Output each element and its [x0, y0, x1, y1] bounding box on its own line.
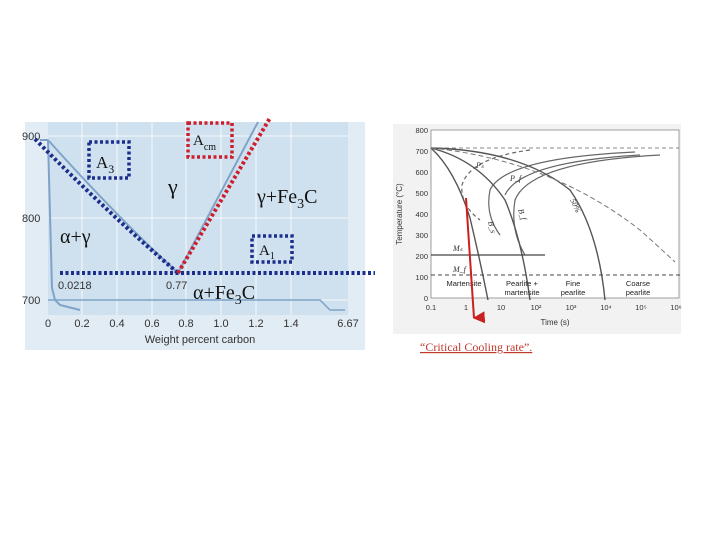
y-tick: 800	[415, 126, 428, 135]
x-axis-label: Weight percent carbon	[145, 334, 255, 346]
x-tick: 10⁵	[635, 303, 646, 312]
dashed-cooling-curve	[430, 147, 676, 263]
y-tick: 400	[415, 210, 428, 219]
annotation-0.77: 0.77	[166, 280, 187, 292]
martensite-label: Martensite	[446, 279, 481, 288]
cooling-curves	[430, 147, 606, 301]
x-tick: 1	[464, 303, 468, 312]
ttt-plot-area	[430, 129, 680, 299]
y-tick: 700	[415, 147, 428, 156]
x-tick: 0.2	[74, 318, 89, 330]
x-tick: 1.2	[248, 318, 263, 330]
annotation-0.0218: 0.0218	[58, 280, 92, 292]
ttt-x-axis-label: Time (s)	[540, 318, 569, 327]
y-tick: 300	[415, 231, 428, 240]
ttt-x-ticks: 0.1 1 10 10² 10³ 10⁴ 10⁵ 10⁶	[426, 303, 682, 312]
alpha-gamma-label: α+γ	[60, 226, 91, 248]
y-tick: 100	[415, 273, 428, 282]
eutectoid-line	[48, 299, 345, 311]
x-tick: 0	[45, 318, 51, 330]
x-tick: 0.6	[144, 318, 159, 330]
y-tick: 0	[424, 294, 428, 303]
x-tick: 0.4	[109, 318, 124, 330]
x-tick: 10⁴	[600, 303, 612, 312]
phase-diagram-plot-area	[48, 122, 348, 315]
x-tick: 10	[497, 303, 505, 312]
x-tick: 10⁶	[670, 303, 681, 312]
coarse-pearlite-label-1: Coarse	[626, 279, 650, 288]
acm-box	[186, 121, 234, 159]
ttt-region-labels: Martensite Pearlite + martensite Fine pe…	[446, 279, 650, 297]
critical-cooling-caption: “Critical Cooling rate”.	[420, 340, 532, 354]
x-ticks: 0 0.2 0.4 0.6 0.8 1.0 1.2 1.4 6.67	[45, 318, 359, 330]
fine-pearlite-label-2: pearlite	[561, 288, 586, 297]
cooling-curve-2	[430, 147, 531, 301]
a1-label: A1	[259, 243, 275, 262]
start-curve-dashed	[461, 149, 531, 221]
coarse-pearlite-label-2: pearlite	[626, 288, 651, 297]
fifty-percent-curve	[504, 154, 641, 196]
ttt-curve-labels: Pₛ P_f 50% B_s B_f Mₛ M_f	[452, 161, 583, 274]
ms-label: Mₛ	[452, 244, 464, 253]
a3-box	[87, 140, 131, 180]
y-tick: 200	[415, 252, 428, 261]
gamma-fe3c-label: γ+Fe3C	[256, 186, 317, 212]
x-tick: 10³	[566, 303, 577, 312]
ps-label: Pₛ	[475, 161, 485, 170]
x-tick: 0.8	[178, 318, 193, 330]
acm-dotted-overlay	[176, 116, 272, 275]
cooling-curve-1	[430, 147, 489, 301]
y-tick-900: 900	[22, 131, 40, 143]
mf-label: M_f	[452, 265, 468, 274]
ttt-diagram: 800 700 600 500 400 300 200 100 0 Temper…	[393, 124, 682, 334]
gamma-label: γ	[167, 174, 178, 199]
cooling-curve-3	[430, 147, 606, 301]
pearlite-start-curve	[488, 151, 636, 236]
critical-cooling-arrow	[465, 197, 486, 324]
x-tick: 10²	[531, 303, 542, 312]
ttt-curves	[461, 149, 661, 256]
x-tick: 6.67	[337, 318, 358, 330]
y-tick: 500	[415, 189, 428, 198]
acm-label: Acm	[193, 133, 216, 153]
alpha-fe3c-label: α+Fe3C	[193, 282, 255, 308]
pf-label: P_f	[509, 174, 523, 183]
ttt-y-axis-label: Temperature (°C)	[395, 183, 404, 245]
pearlite-martensite-label-1: Pearlite +	[506, 279, 539, 288]
pearlite-martensite-label-2: martensite	[504, 288, 539, 297]
dotted-overlays	[33, 116, 375, 275]
x-tick: 1.0	[213, 318, 228, 330]
a3-label: A3	[96, 153, 114, 176]
y-tick-800: 800	[22, 213, 40, 225]
x-tick: 1.4	[283, 318, 298, 330]
y-tick: 600	[415, 168, 428, 177]
ttt-y-ticks: 800 700 600 500 400 300 200 100 0	[415, 126, 428, 303]
y-tick-700: 700	[22, 295, 40, 307]
bs-label: B_s	[486, 220, 498, 234]
phase-diagram: 900 800 700 0 0.2 0.4 0.6 0.8 1.0 1.2 1.…	[22, 116, 375, 350]
x-tick: 0.1	[426, 303, 436, 312]
fine-pearlite-label-1: Fine	[566, 279, 581, 288]
